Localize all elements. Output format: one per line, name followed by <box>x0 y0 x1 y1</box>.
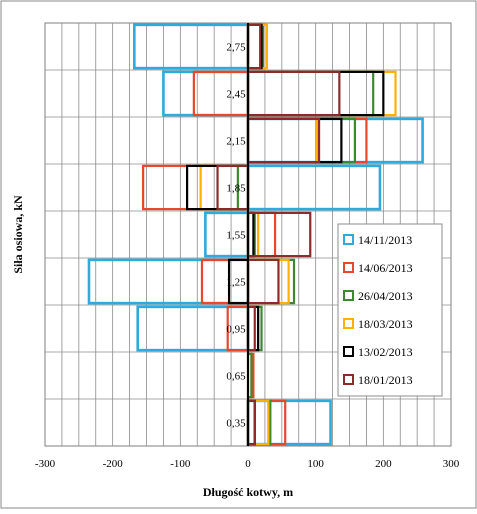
legend-label-18-03-2013: 18/03/2013 <box>358 317 413 331</box>
x-tick-label: 100 <box>307 458 324 470</box>
x-axis-title: Długość kotwy, m <box>203 485 293 499</box>
x-tick-label: -300 <box>35 458 56 470</box>
legend-label-14-06-2013: 14/06/2013 <box>358 261 413 275</box>
y-tick-label: 2,75 <box>226 42 246 54</box>
y-axis-title: Siła osiowa, kN <box>11 195 25 274</box>
legend-label-18-01-2013: 18/01/2013 <box>358 373 413 387</box>
y-tick-label: 0,35 <box>226 418 246 430</box>
legend-box <box>337 223 443 397</box>
x-tick-label: -100 <box>170 458 191 470</box>
y-tick-label: 2,15 <box>226 136 246 148</box>
legend-swatch-14-06-2013 <box>343 262 354 273</box>
legend-swatch-18-03-2013 <box>343 318 354 329</box>
y-tick-label: 1,55 <box>226 230 246 242</box>
legend-swatch-18-01-2013 <box>343 374 354 385</box>
y-tick-label: 2,45 <box>226 89 246 101</box>
x-tick-label: 300 <box>443 458 460 470</box>
y-tick-label: 1,25 <box>226 277 246 289</box>
y-tick-label: 0,95 <box>226 324 246 336</box>
legend-swatch-14-11-2013 <box>343 234 354 245</box>
legend-swatch-13-02-2013 <box>343 346 354 357</box>
legend-label-14-11-2013: 14/11/2013 <box>358 233 412 247</box>
y-tick-label: 1,85 <box>226 183 246 195</box>
legend-label-26-04-2013: 26/04/2013 <box>358 289 413 303</box>
legend-label-13-02-2013: 13/02/2013 <box>358 345 413 359</box>
x-tick-label: -200 <box>103 458 124 470</box>
legend-swatch-26-04-2013 <box>343 290 354 301</box>
x-tick-label: 200 <box>375 458 392 470</box>
x-tick-label: 0 <box>245 458 251 470</box>
y-tick-label: 0,65 <box>226 371 246 383</box>
